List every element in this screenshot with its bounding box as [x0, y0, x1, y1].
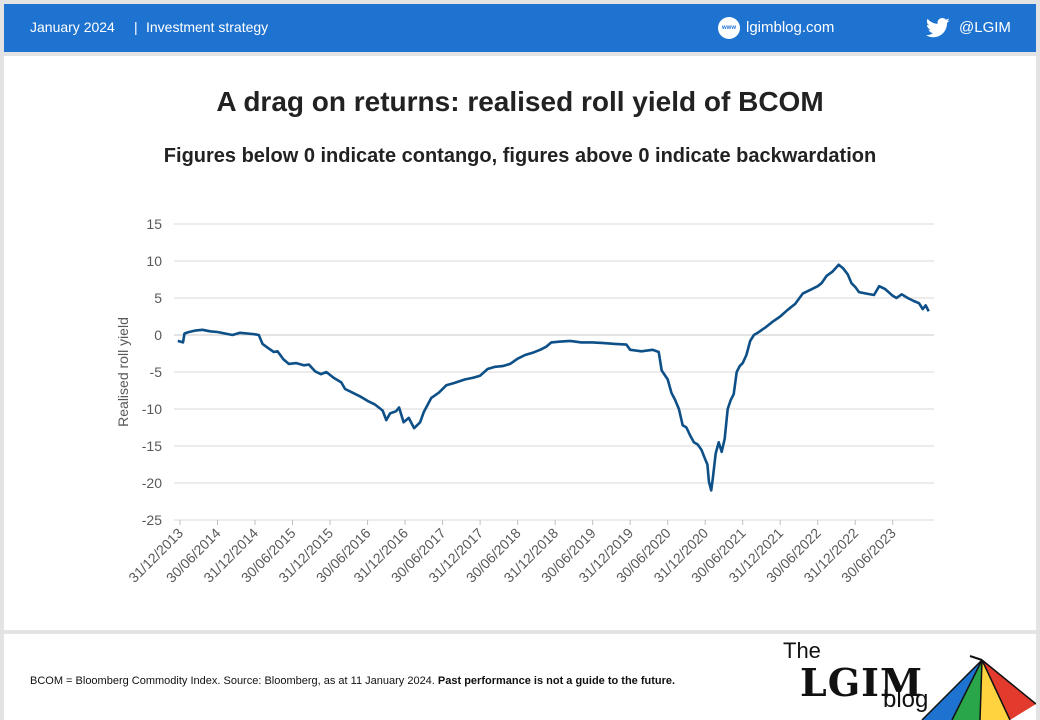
- chart-title: A drag on returns: realised roll yield o…: [216, 86, 824, 117]
- umbrella-icon: [921, 655, 1036, 720]
- umbrella-handle: [969, 655, 983, 661]
- logo-blog: blog: [883, 686, 929, 713]
- top-header-bar: January 2024 | Investment strategy www l…: [4, 4, 1036, 52]
- y-tick-label: 0: [154, 327, 162, 343]
- y-tick-label: 10: [146, 253, 162, 269]
- y-axis-label: Realised roll yield: [115, 317, 131, 427]
- chart-subtitle: Figures below 0 indicate contango, figur…: [163, 145, 877, 167]
- disclaimer-text: Past performance is not a guide to the f…: [437, 675, 676, 687]
- umbrella-ribs: [921, 659, 1036, 720]
- header-category[interactable]: Investment strategy: [146, 19, 269, 35]
- umbrella-segment-red: [982, 660, 1036, 720]
- www-globe-icon: www: [718, 17, 740, 39]
- y-tick-label: -20: [142, 475, 162, 491]
- series-line: [177, 263, 930, 492]
- footer: BCOM = Bloomberg Commodity Index. Source…: [4, 634, 1036, 720]
- site-link[interactable]: lgimblog.com: [746, 19, 835, 36]
- chart-panel: A drag on returns: realised roll yield o…: [4, 56, 1036, 630]
- logo-lgim: LGIM: [800, 660, 924, 705]
- y-tick-label: 5: [154, 290, 162, 306]
- header-separator: |: [134, 19, 138, 35]
- header-date: January 2024: [30, 19, 115, 35]
- source-note: BCOM = Bloomberg Commodity Index. Source…: [30, 675, 675, 687]
- y-tick-label: -15: [142, 438, 162, 454]
- y-tick-label: -10: [142, 401, 162, 417]
- y-tick-label: 15: [146, 216, 162, 232]
- twitter-handle-link[interactable]: @LGIM: [959, 19, 1011, 36]
- source-note-text: BCOM = Bloomberg Commodity Index. Source…: [30, 675, 438, 687]
- y-tick-label: -5: [150, 364, 163, 380]
- y-tick-label: -25: [142, 512, 162, 528]
- logo-the: The: [783, 638, 821, 663]
- twitter-bird-icon[interactable]: [926, 17, 950, 39]
